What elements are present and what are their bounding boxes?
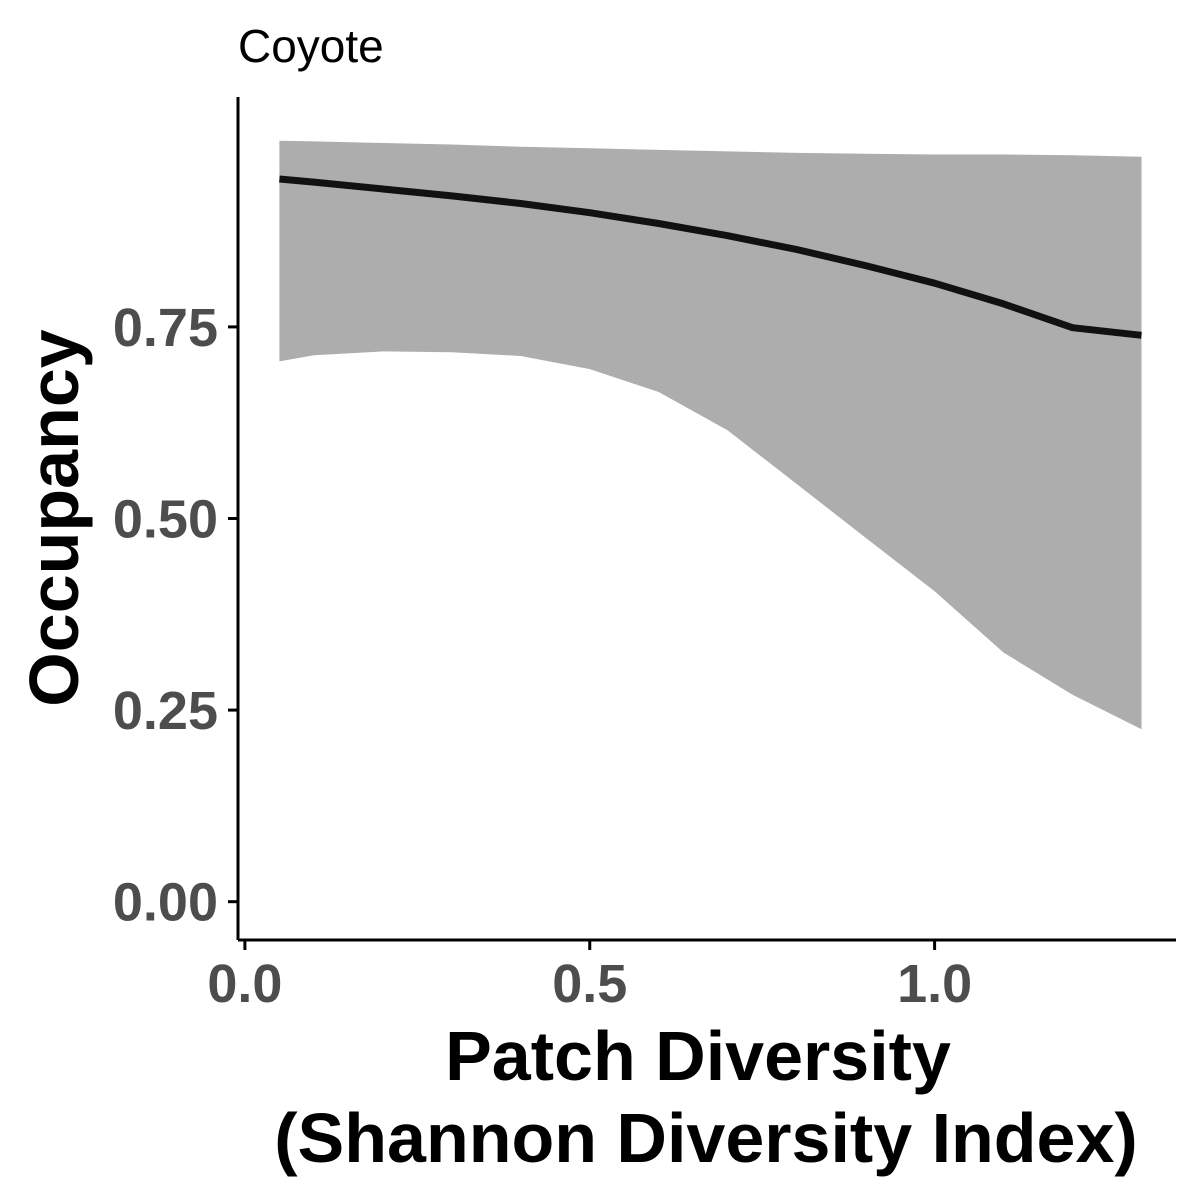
chart-title: Coyote: [238, 20, 384, 72]
x-tick-label: 0.5: [552, 954, 627, 1014]
fitted-line: [279, 175, 1142, 339]
x-tick-label: 1.0: [897, 954, 972, 1014]
y-tick-label: 0.50: [113, 490, 218, 550]
y-tick-label: 0.75: [113, 298, 218, 358]
x-axis-title-line-2: (Shannon Diversity Index): [274, 1099, 1137, 1177]
x-axis-title-line-1: Patch Diversity: [445, 1017, 951, 1095]
axes: 0.00 0.25 0.50 0.75 0.0 0.5 1.0: [113, 97, 1176, 1014]
x-tick-label: 0.0: [207, 954, 282, 1014]
y-ticks: 0.00 0.25 0.50 0.75: [113, 298, 238, 933]
plot-area: [279, 140, 1142, 730]
confidence-band: [279, 140, 1142, 730]
x-ticks: 0.0 0.5 1.0: [207, 940, 972, 1014]
y-axis-title: Occupancy: [15, 329, 93, 706]
y-tick-label: 0.25: [113, 681, 218, 741]
y-tick-label: 0.00: [113, 873, 218, 933]
